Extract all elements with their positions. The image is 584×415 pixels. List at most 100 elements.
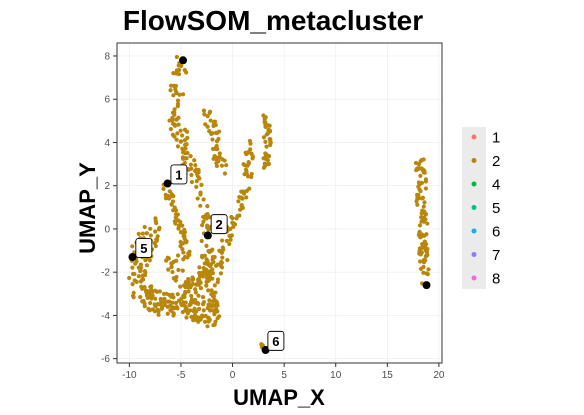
data-point — [176, 115, 181, 120]
data-point — [173, 221, 178, 226]
data-point — [185, 283, 190, 288]
data-point — [185, 309, 190, 314]
x-tick-label: 20 — [433, 370, 445, 381]
data-point — [267, 128, 272, 133]
data-point — [184, 315, 189, 320]
data-point — [249, 171, 254, 177]
data-point — [238, 207, 243, 212]
data-point — [245, 174, 251, 179]
data-point — [181, 257, 186, 262]
data-point — [169, 202, 174, 207]
data-point — [136, 274, 141, 279]
data-point — [421, 270, 426, 275]
centroid-point — [163, 179, 172, 188]
data-point — [206, 288, 211, 293]
data-point — [194, 301, 200, 306]
x-axis-ticks: -10 -5 0 5 10 15 20 — [122, 363, 445, 381]
data-point — [180, 268, 185, 273]
data-point — [214, 143, 219, 149]
data-point — [160, 305, 165, 311]
data-point — [264, 132, 269, 137]
data-point — [189, 179, 194, 185]
data-point — [180, 133, 185, 138]
data-point — [219, 265, 225, 270]
data-point — [201, 219, 206, 224]
data-point — [211, 121, 217, 126]
data-point — [186, 276, 191, 282]
y-axis-ticks: -6 -4 -2 0 2 4 6 8 — [101, 51, 117, 365]
legend-key-4 — [471, 181, 477, 187]
data-point — [201, 308, 206, 313]
y-tick-label: -2 — [101, 268, 110, 279]
data-point — [176, 122, 181, 127]
cluster-label-box — [135, 237, 153, 258]
cluster-label-text: 1 — [175, 167, 182, 182]
data-point — [424, 271, 429, 276]
data-point — [133, 261, 138, 266]
y-tick-label: -6 — [101, 354, 110, 365]
data-point — [173, 71, 178, 76]
legend-key-8 — [471, 275, 477, 281]
data-point — [212, 283, 217, 288]
data-point — [213, 263, 219, 268]
data-point — [162, 300, 167, 305]
data-point — [205, 270, 210, 275]
data-point — [205, 278, 210, 284]
cluster-label-box — [267, 330, 285, 351]
data-point — [200, 253, 205, 259]
data-point — [241, 162, 246, 167]
cluster-label-text: 2 — [216, 217, 223, 232]
data-point — [209, 292, 214, 297]
data-point — [222, 171, 228, 176]
data-point — [175, 144, 181, 149]
data-point — [170, 292, 175, 297]
data-point — [193, 297, 198, 303]
data-point — [418, 250, 423, 255]
data-point — [208, 264, 213, 269]
data-point — [203, 213, 209, 218]
data-point — [152, 309, 158, 314]
data-point — [178, 128, 183, 133]
data-point — [225, 257, 230, 263]
data-point — [193, 287, 198, 292]
data-point — [418, 259, 423, 264]
data-point — [181, 250, 186, 255]
data-point — [205, 324, 210, 329]
data-point — [167, 189, 172, 194]
legend-label-5: 5 — [492, 200, 500, 217]
data-point — [417, 223, 423, 228]
data-point — [416, 184, 421, 189]
data-point — [218, 271, 224, 276]
data-point — [144, 263, 150, 268]
data-point — [140, 286, 145, 291]
data-point — [174, 54, 179, 60]
data-point — [153, 219, 158, 224]
legend-key-6 — [471, 228, 477, 234]
data-point — [130, 265, 135, 270]
legend-key-7 — [471, 252, 477, 257]
data-point — [202, 319, 208, 324]
data-point — [214, 160, 219, 166]
data-point — [201, 108, 207, 113]
data-point — [153, 229, 158, 234]
data-point — [193, 290, 198, 295]
data-point — [146, 306, 151, 311]
y-axis-title: UMAP_Y — [75, 162, 100, 254]
data-point — [207, 128, 212, 134]
data-point — [179, 63, 184, 69]
data-point — [148, 226, 153, 231]
data-point — [415, 194, 420, 199]
data-point — [171, 83, 177, 89]
data-point — [136, 265, 141, 270]
data-point — [210, 257, 215, 262]
data-point — [168, 127, 173, 132]
data-point — [263, 115, 268, 120]
data-point — [140, 231, 146, 236]
data-point — [178, 139, 183, 144]
x-tick-label: 0 — [230, 370, 236, 381]
data-point — [205, 275, 211, 280]
cluster-label-box — [210, 214, 228, 235]
data-point — [201, 300, 207, 305]
data-point — [207, 308, 213, 313]
data-point — [224, 163, 229, 168]
